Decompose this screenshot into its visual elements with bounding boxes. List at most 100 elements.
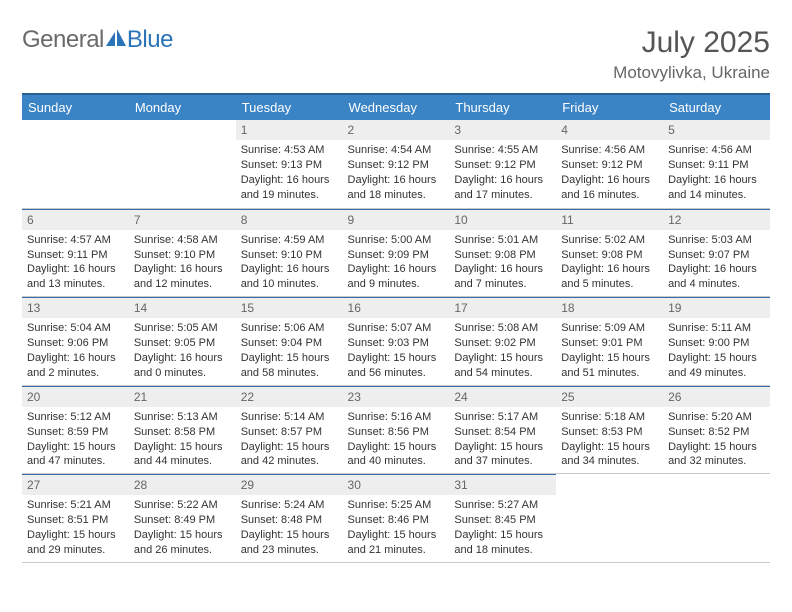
day-number: 15 <box>236 297 343 318</box>
day-day1-line: Daylight: 15 hours <box>241 351 338 366</box>
day-details: Sunrise: 5:18 AMSunset: 8:53 PMDaylight:… <box>556 407 663 473</box>
day-sunset-line: Sunset: 9:08 PM <box>561 248 658 263</box>
calendar-day-cell: 22Sunrise: 5:14 AMSunset: 8:57 PMDayligh… <box>236 385 343 474</box>
day-sunrise-line: Sunrise: 5:18 AM <box>561 410 658 425</box>
day-details: Sunrise: 5:07 AMSunset: 9:03 PMDaylight:… <box>343 318 450 384</box>
day-day1-line: Daylight: 16 hours <box>348 173 445 188</box>
weekday-header: Wednesday <box>343 94 450 120</box>
calendar-week-row: 20Sunrise: 5:12 AMSunset: 8:59 PMDayligh… <box>22 385 770 474</box>
day-number: 25 <box>556 386 663 407</box>
day-number: 18 <box>556 297 663 318</box>
day-sunset-line: Sunset: 9:03 PM <box>348 336 445 351</box>
day-sunrise-line: Sunrise: 5:05 AM <box>134 321 231 336</box>
day-number: 1 <box>236 120 343 140</box>
day-number: 23 <box>343 386 450 407</box>
day-sunset-line: Sunset: 9:02 PM <box>454 336 551 351</box>
day-day2-line: and 51 minutes. <box>561 366 658 381</box>
day-day2-line: and 0 minutes. <box>134 366 231 381</box>
calendar-day-cell <box>129 120 236 208</box>
day-number: 14 <box>129 297 236 318</box>
day-details: Sunrise: 5:02 AMSunset: 9:08 PMDaylight:… <box>556 230 663 296</box>
day-day2-line: and 29 minutes. <box>27 543 124 558</box>
calendar-day-cell: 6Sunrise: 4:57 AMSunset: 9:11 PMDaylight… <box>22 208 129 297</box>
day-day1-line: Daylight: 16 hours <box>668 173 765 188</box>
day-day1-line: Daylight: 16 hours <box>134 262 231 277</box>
calendar-week-row: 1Sunrise: 4:53 AMSunset: 9:13 PMDaylight… <box>22 120 770 208</box>
day-day1-line: Daylight: 15 hours <box>348 351 445 366</box>
calendar-body: 1Sunrise: 4:53 AMSunset: 9:13 PMDaylight… <box>22 120 770 562</box>
calendar-week-row: 6Sunrise: 4:57 AMSunset: 9:11 PMDaylight… <box>22 208 770 297</box>
day-details: Sunrise: 5:24 AMSunset: 8:48 PMDaylight:… <box>236 495 343 561</box>
day-number: 30 <box>343 474 450 495</box>
day-day1-line: Daylight: 15 hours <box>561 440 658 455</box>
day-sunset-line: Sunset: 8:49 PM <box>134 513 231 528</box>
day-day2-line: and 56 minutes. <box>348 366 445 381</box>
calendar-day-cell: 9Sunrise: 5:00 AMSunset: 9:09 PMDaylight… <box>343 208 450 297</box>
day-number: 29 <box>236 474 343 495</box>
weekday-header: Tuesday <box>236 94 343 120</box>
day-day2-line: and 42 minutes. <box>241 454 338 469</box>
calendar-day-cell: 25Sunrise: 5:18 AMSunset: 8:53 PMDayligh… <box>556 385 663 474</box>
day-day2-line: and 47 minutes. <box>27 454 124 469</box>
day-sunrise-line: Sunrise: 5:11 AM <box>668 321 765 336</box>
day-details: Sunrise: 4:56 AMSunset: 9:11 PMDaylight:… <box>663 140 770 206</box>
day-details: Sunrise: 4:57 AMSunset: 9:11 PMDaylight:… <box>22 230 129 296</box>
day-number: 3 <box>449 120 556 140</box>
day-details: Sunrise: 5:12 AMSunset: 8:59 PMDaylight:… <box>22 407 129 473</box>
calendar-day-cell: 26Sunrise: 5:20 AMSunset: 8:52 PMDayligh… <box>663 385 770 474</box>
day-day2-line: and 34 minutes. <box>561 454 658 469</box>
day-sunrise-line: Sunrise: 4:56 AM <box>561 143 658 158</box>
day-day1-line: Daylight: 15 hours <box>454 528 551 543</box>
location-label: Motovylivka, Ukraine <box>613 63 770 83</box>
day-number: 7 <box>129 209 236 230</box>
calendar-day-cell: 17Sunrise: 5:08 AMSunset: 9:02 PMDayligh… <box>449 297 556 386</box>
day-day1-line: Daylight: 16 hours <box>348 262 445 277</box>
calendar-day-cell: 28Sunrise: 5:22 AMSunset: 8:49 PMDayligh… <box>129 474 236 563</box>
day-sunset-line: Sunset: 9:05 PM <box>134 336 231 351</box>
day-sunrise-line: Sunrise: 5:24 AM <box>241 498 338 513</box>
day-details: Sunrise: 5:22 AMSunset: 8:49 PMDaylight:… <box>129 495 236 561</box>
day-details: Sunrise: 5:03 AMSunset: 9:07 PMDaylight:… <box>663 230 770 296</box>
day-number: 28 <box>129 474 236 495</box>
day-sunrise-line: Sunrise: 5:02 AM <box>561 233 658 248</box>
calendar-day-cell: 8Sunrise: 4:59 AMSunset: 9:10 PMDaylight… <box>236 208 343 297</box>
day-details: Sunrise: 5:09 AMSunset: 9:01 PMDaylight:… <box>556 318 663 384</box>
day-sunrise-line: Sunrise: 5:16 AM <box>348 410 445 425</box>
day-sunset-line: Sunset: 9:04 PM <box>241 336 338 351</box>
day-number: 6 <box>22 209 129 230</box>
day-sunset-line: Sunset: 8:51 PM <box>27 513 124 528</box>
day-sunrise-line: Sunrise: 5:13 AM <box>134 410 231 425</box>
day-details: Sunrise: 5:06 AMSunset: 9:04 PMDaylight:… <box>236 318 343 384</box>
day-sunset-line: Sunset: 8:56 PM <box>348 425 445 440</box>
day-number: 24 <box>449 386 556 407</box>
day-sunset-line: Sunset: 9:10 PM <box>134 248 231 263</box>
header: General Blue July 2025 Motovylivka, Ukra… <box>22 26 770 83</box>
day-day1-line: Daylight: 15 hours <box>27 528 124 543</box>
day-details: Sunrise: 5:14 AMSunset: 8:57 PMDaylight:… <box>236 407 343 473</box>
day-details: Sunrise: 4:53 AMSunset: 9:13 PMDaylight:… <box>236 140 343 206</box>
day-number: 21 <box>129 386 236 407</box>
day-sunrise-line: Sunrise: 5:25 AM <box>348 498 445 513</box>
day-details: Sunrise: 4:54 AMSunset: 9:12 PMDaylight:… <box>343 140 450 206</box>
day-day2-line: and 7 minutes. <box>454 277 551 292</box>
calendar-week-row: 13Sunrise: 5:04 AMSunset: 9:06 PMDayligh… <box>22 297 770 386</box>
calendar-table: Sunday Monday Tuesday Wednesday Thursday… <box>22 93 770 563</box>
day-day1-line: Daylight: 15 hours <box>241 528 338 543</box>
day-sunrise-line: Sunrise: 4:54 AM <box>348 143 445 158</box>
sail-icon <box>106 26 126 54</box>
day-sunset-line: Sunset: 9:12 PM <box>454 158 551 173</box>
calendar-day-cell: 21Sunrise: 5:13 AMSunset: 8:58 PMDayligh… <box>129 385 236 474</box>
day-day2-line: and 21 minutes. <box>348 543 445 558</box>
day-day2-line: and 37 minutes. <box>454 454 551 469</box>
day-number: 20 <box>22 386 129 407</box>
day-details: Sunrise: 5:20 AMSunset: 8:52 PMDaylight:… <box>663 407 770 473</box>
calendar-day-cell: 16Sunrise: 5:07 AMSunset: 9:03 PMDayligh… <box>343 297 450 386</box>
day-sunrise-line: Sunrise: 5:20 AM <box>668 410 765 425</box>
day-number: 19 <box>663 297 770 318</box>
day-sunset-line: Sunset: 8:54 PM <box>454 425 551 440</box>
day-day2-line: and 14 minutes. <box>668 188 765 203</box>
day-day1-line: Daylight: 16 hours <box>241 262 338 277</box>
day-day2-line: and 58 minutes. <box>241 366 338 381</box>
day-sunset-line: Sunset: 8:53 PM <box>561 425 658 440</box>
day-sunset-line: Sunset: 9:13 PM <box>241 158 338 173</box>
